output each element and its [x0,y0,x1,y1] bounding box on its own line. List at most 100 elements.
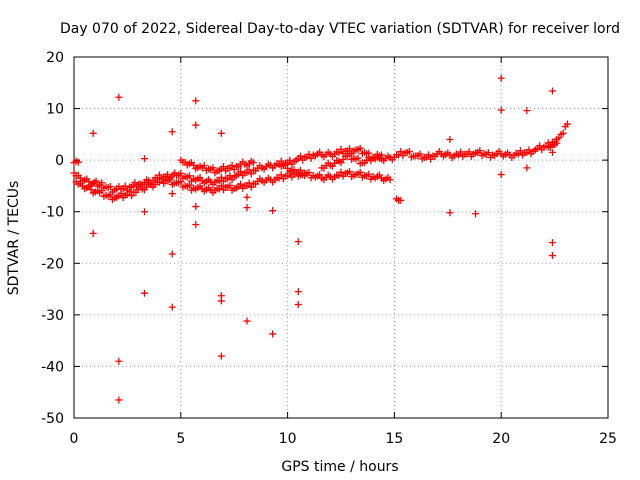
data-point [277,171,285,179]
outlier-point [89,129,97,137]
data-point [457,148,465,156]
data-point [378,151,386,159]
data-point [155,171,163,179]
outlier-point [269,330,277,338]
data-point [484,149,492,157]
outlier-point [168,128,176,136]
outlier-point [548,252,556,260]
data-point [106,182,114,190]
y-tick-label: -50 [41,411,64,427]
y-tick-label: 20 [46,50,64,66]
data-point [128,192,136,200]
outlier-point [497,74,505,82]
outlier-point [168,250,176,258]
outlier-point [548,87,556,95]
y-tick-label: 0 [55,153,64,169]
outlier-point [89,229,97,237]
outlier-point [217,297,225,305]
outlier-point [217,129,225,137]
outlier-point [168,190,176,198]
outlier-point [115,93,123,101]
data-point [286,156,294,164]
outlier-point [497,106,505,114]
y-tick-label: -20 [41,256,64,272]
data-point [292,169,300,177]
x-tick-label: 5 [176,431,185,447]
data-point [465,148,473,156]
data-point [296,152,304,160]
x-tick-label: 20 [492,431,510,447]
data-point [220,163,228,171]
data-point [185,172,193,180]
outlier-point [140,289,148,297]
outlier-point [140,155,148,163]
data-point [87,186,95,194]
data-point [346,150,354,158]
data-point [356,168,364,176]
grid [74,57,608,418]
data-point [106,191,114,199]
data-point [346,168,354,176]
outlier-point [548,148,556,156]
outlier-point [497,171,505,179]
data-point [92,177,100,185]
data-point [553,139,561,147]
data-point [305,168,313,176]
outlier-point [115,357,123,365]
data-point [337,168,345,176]
outlier-point [243,204,251,212]
data-point [131,179,139,187]
data-point [365,170,373,178]
data-point [245,179,253,187]
data-point [177,169,185,177]
y-tick-label: -30 [41,308,64,324]
data-point [226,172,234,180]
data-point [386,176,394,184]
outlier-point [192,221,200,229]
data-points [70,74,571,404]
data-point [98,187,106,195]
outlier-point [446,136,454,144]
data-point [209,164,217,172]
x-axis-label: GPS time / hours [281,459,398,475]
tick-labels: 0 5 10 15 20 25 -50 -40 -30 -20 -10 0 10 20 [41,50,617,447]
outlier-point [472,210,480,218]
data-point [185,181,193,189]
data-point [249,159,257,167]
outlier-point [243,317,251,325]
x-tick-label: 15 [385,431,403,447]
y-tick-label: -40 [41,359,64,375]
data-point [301,172,309,180]
data-point [536,142,544,150]
data-point [200,161,208,169]
outlier-point [192,97,200,105]
outlier-point [523,164,531,172]
data-point [425,151,433,159]
axis-ticks [73,56,609,419]
data-point [226,181,234,189]
data-point [281,161,289,169]
data-point [516,147,524,155]
data-point [117,189,125,197]
outlier-point [168,303,176,311]
data-point [525,146,533,154]
outlier-point [395,196,403,204]
y-tick-label: 10 [46,102,64,118]
x-tick-label: 10 [279,431,297,447]
outlier-point [548,239,556,247]
y-tick-label: -10 [41,205,64,221]
data-point [217,173,225,181]
data-point [98,179,106,187]
data-point [237,180,245,188]
outlier-point [192,203,200,211]
chart-title: Day 070 of 2022, Sidereal Day-to-day VTE… [60,21,620,37]
outlier-point [446,209,454,217]
data-point [405,147,413,155]
data-point [563,120,571,128]
data-point [559,129,567,137]
data-point [166,175,174,183]
outlier-point [140,208,148,216]
data-point [74,158,82,166]
data-point [228,162,236,170]
